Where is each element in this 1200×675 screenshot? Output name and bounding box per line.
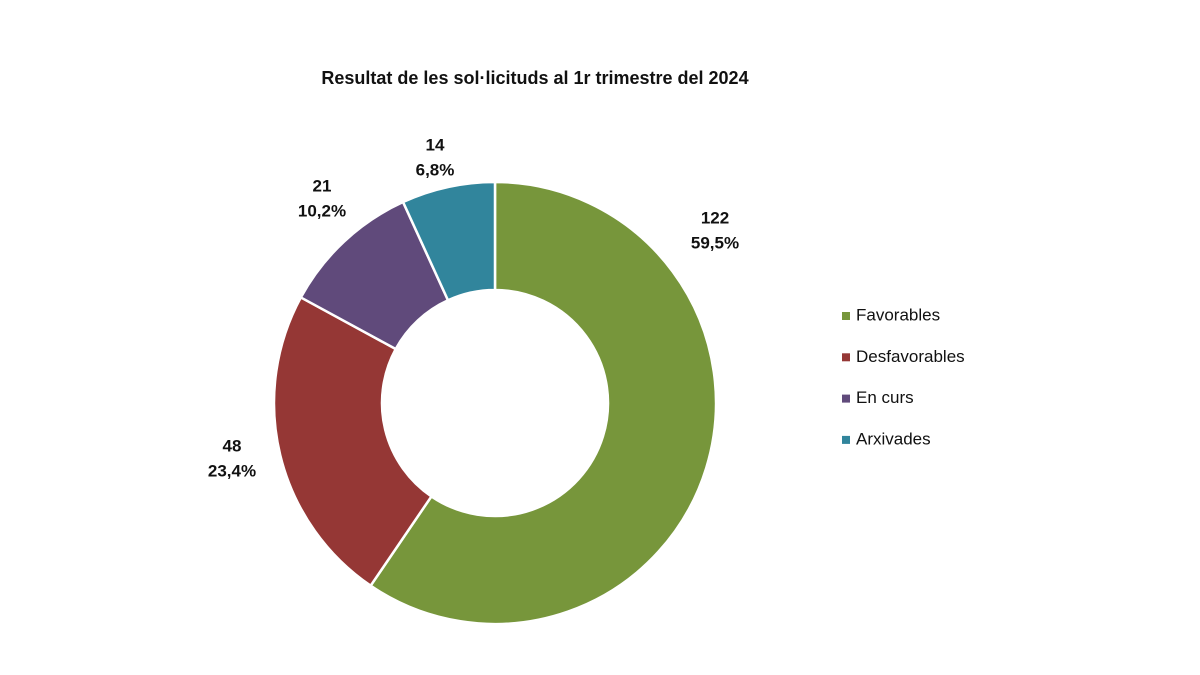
data-label: 122 [701, 208, 729, 227]
legend-swatch [842, 394, 850, 403]
percent-label: 10,2% [298, 201, 346, 220]
legend-label: Arxivades [856, 429, 931, 448]
legend-label: Favorables [856, 305, 940, 324]
donut-slice [272, 295, 434, 588]
data-label: 21 [313, 176, 332, 195]
chart-title: Resultat de les sol·licituds al 1r trime… [321, 68, 748, 88]
donut-slice [401, 180, 497, 302]
legend-swatch [842, 312, 850, 320]
legend-swatch [842, 435, 850, 444]
legend-swatch [842, 353, 850, 362]
percent-label: 6,8% [416, 160, 455, 179]
donut-slice [368, 180, 718, 626]
data-label: 14 [426, 135, 445, 154]
legend-label: Desfavorables [856, 347, 965, 366]
legend-label: En curs [856, 388, 914, 407]
percent-label: 23,4% [208, 461, 256, 480]
percent-label: 59,5% [691, 233, 739, 252]
data-label: 48 [223, 436, 242, 455]
